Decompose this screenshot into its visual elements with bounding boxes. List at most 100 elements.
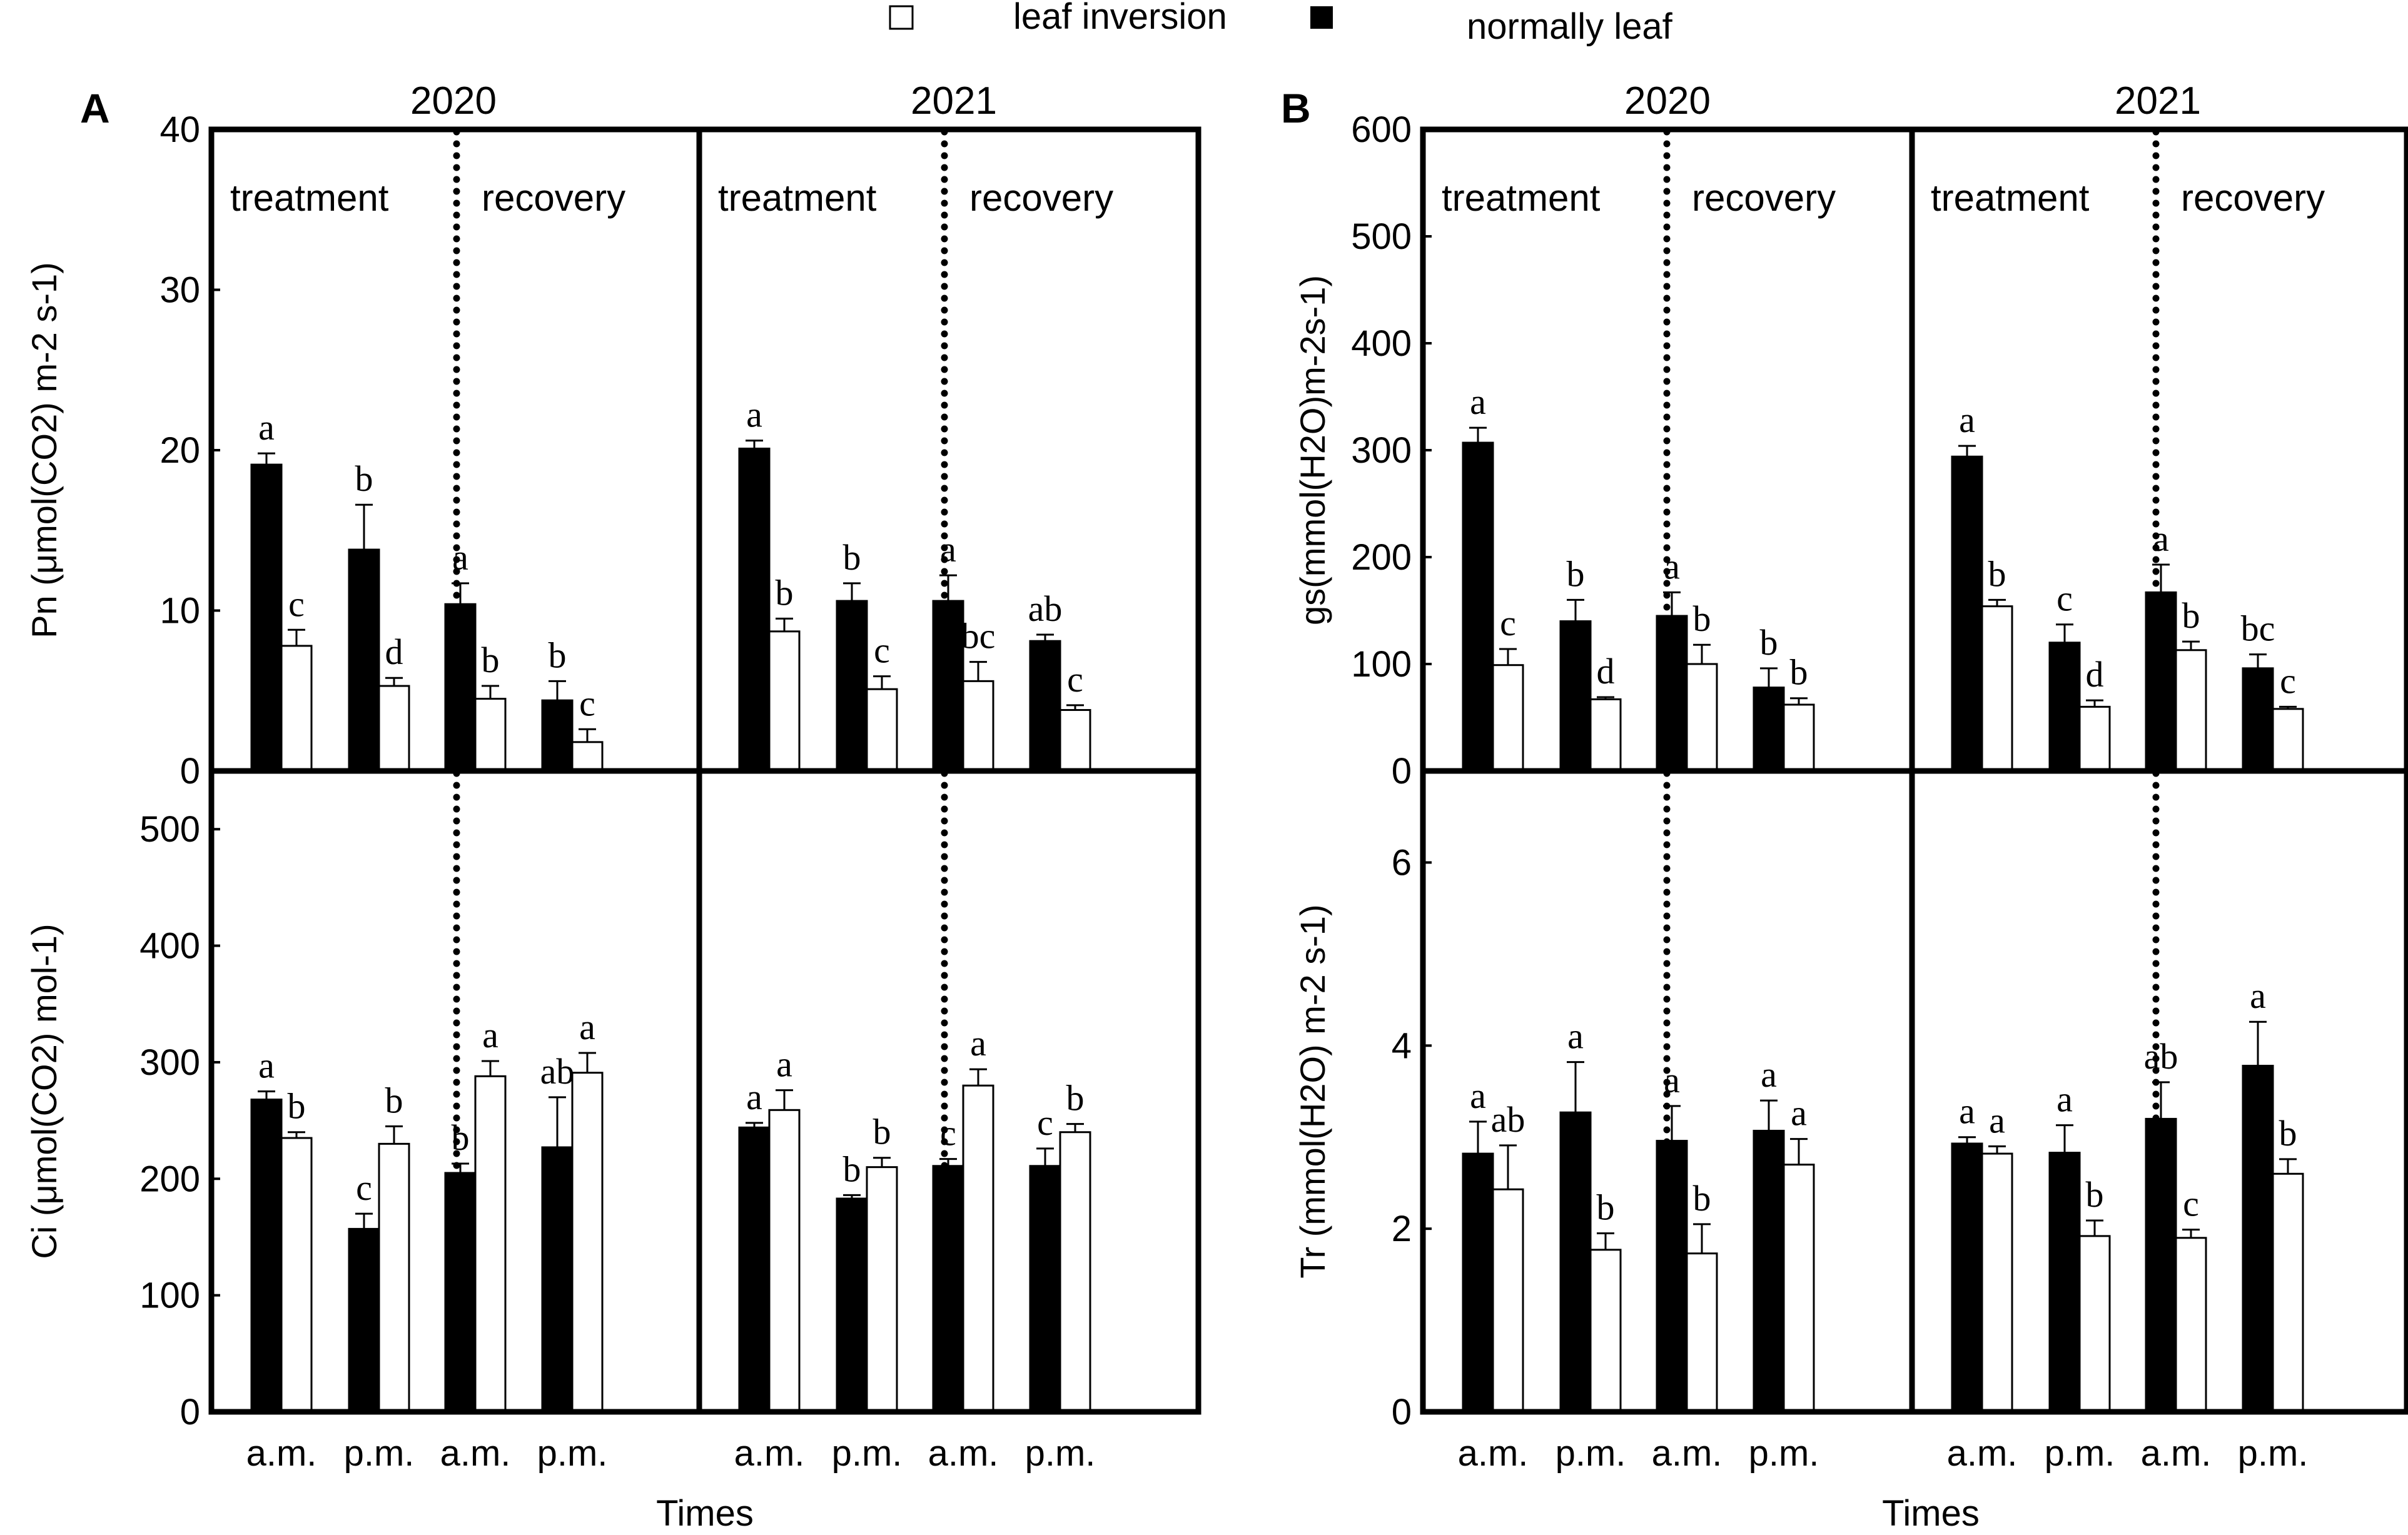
chart-a-bottom-normal-y2-0-letter: a <box>746 1077 762 1117</box>
chart-a-bottom-category-label-0-1: p.m. <box>344 1433 415 1474</box>
chart-a-top-normal-y2-2-bar <box>932 600 964 772</box>
panel-letter-a: A <box>80 85 110 131</box>
chart-b-bottom-normal-y2-0-bar <box>1951 1142 1983 1413</box>
chart-b-top-inversion-y2-2-letter: b <box>2182 595 2200 636</box>
chart-b-top-period-label-0-1: recovery <box>1692 177 1836 219</box>
legend-filled-swatch <box>1310 6 1333 29</box>
panel-letter-b: B <box>1281 85 1311 131</box>
chart-a-top-inversion-y2-3-letter: c <box>1067 659 1083 700</box>
chart-a-top-normal-y1-1-bar <box>348 548 380 772</box>
chart-b-bottom-normal-y1-1-bar <box>1559 1111 1592 1413</box>
chart-b-bottom-inversion-y2-3-letter: b <box>2279 1113 2297 1154</box>
chart-a-top-inversion-y1-3-letter: c <box>579 683 595 723</box>
chart-a-bottom-inversion-y1-0-letter: b <box>288 1086 306 1127</box>
chart-a-top-period-label-0-1: recovery <box>482 177 625 219</box>
chart-a-bottom-normal-y2-1-bar <box>836 1197 868 1413</box>
chart-b-bottom-category-label-1-2: a.m. <box>2141 1433 2212 1474</box>
chart-b-top-inversion-y1-2-letter: b <box>1693 598 1711 639</box>
chart-a-bottom-normal-y1-0-bar <box>250 1099 283 1413</box>
chart-b-top-inversion-y1-1-bar <box>1589 698 1622 772</box>
chart-b-top-inversion-y2-1-bar <box>2078 705 2111 772</box>
chart-a-bottom-normal-y1-1-bar <box>348 1227 380 1413</box>
chart-a-bottom-normal-y2-1-letter: b <box>843 1149 861 1189</box>
chart-a-bottom-normal-y1-3-bar <box>541 1146 574 1413</box>
chart-a-top-normal-y2-1-letter: b <box>843 537 861 578</box>
chart-a-bottom-category-label-0-3: p.m. <box>537 1433 608 1474</box>
chart-a-top-normal-y2-0-bar <box>738 447 771 772</box>
chart-b-top-inversion-y1-0-bar <box>1492 664 1524 772</box>
chart-b-top-y-axis-label: gs(mmol(H2O)m-2s-1) <box>1293 275 1332 625</box>
chart-b-bottom-inversion-y2-0-letter: a <box>1989 1100 2005 1140</box>
chart-a-bottom-normal-y2-3-bar <box>1029 1165 1061 1413</box>
panel-b-x-title: Times <box>1882 1493 1980 1534</box>
legend-open-label: leaf inversion <box>1013 0 1227 37</box>
chart-a-bottom-ytick-label-5: 500 <box>139 809 200 850</box>
chart-b-top-normal-y1-1-letter: b <box>1567 553 1585 594</box>
chart-a-bottom-inversion-y1-0-bar <box>280 1137 313 1413</box>
chart-a-top-inversion-y2-0-letter: b <box>776 572 794 613</box>
chart-a-top-normal-y1-3-letter: b <box>549 635 567 675</box>
chart-b-top-inversion-y1-3-letter: b <box>1790 652 1808 693</box>
chart-b-top-ytick-label-0: 0 <box>1392 751 1412 792</box>
chart-a-bottom-ytick-label-3: 300 <box>139 1042 200 1083</box>
chart-a-bottom-normal-y1-3-letter: ab <box>540 1051 575 1092</box>
chart-a-top-ytick-label-2: 20 <box>159 430 200 471</box>
chart-b-bottom-normal-y1-3-letter: a <box>1761 1054 1777 1095</box>
chart-a-bottom-category-label-0-0: a.m. <box>246 1433 317 1474</box>
chart-b-top-inversion-y1-1-letter: d <box>1597 651 1615 692</box>
chart-a-top-inversion-y1-1-letter: d <box>385 632 403 672</box>
chart-b-top-inversion-y2-0-bar <box>1981 605 2013 772</box>
panel-a-year-right: 2021 <box>911 79 997 123</box>
chart-a-top-period-label-1-1: recovery <box>969 177 1113 219</box>
chart-b-bottom-inversion-y1-3-bar <box>1783 1164 1815 1413</box>
chart-b-top-inversion-y2-1-letter: d <box>2086 654 2104 695</box>
chart-b-top-normal-y1-0-letter: a <box>1470 381 1486 422</box>
chart-b-top-normal-y2-3-bar <box>2242 667 2274 772</box>
chart-b-bottom-category-label-1-1: p.m. <box>2045 1433 2115 1474</box>
chart-b-bottom-normal-y2-2-letter: ab <box>2144 1036 2178 1077</box>
chart-a-top-ytick-label-1: 10 <box>159 591 200 632</box>
chart-a-bottom-inversion-y2-1-bar <box>866 1166 898 1413</box>
chart-b-top-period-label-0-0: treatment <box>1442 177 1601 219</box>
chart-a-bottom-normal-y2-2-bar <box>932 1165 964 1413</box>
chart-b-top-inversion-y2-0-letter: b <box>1988 553 2006 594</box>
chart-a-bottom-category-label-1-2: a.m. <box>928 1433 999 1474</box>
chart-a-bottom-category-label-1-3: p.m. <box>1025 1433 1096 1474</box>
chart-a-bottom-inversion-y2-3-bar <box>1059 1131 1091 1413</box>
chart-a-top-inversion-y2-1-letter: c <box>874 630 890 671</box>
chart-b-bottom-ytick-label-3: 6 <box>1392 842 1412 883</box>
chart-a-bottom-y-axis-label: Ci (μmol(CO2) mol-1) <box>24 924 64 1259</box>
chart-b-bottom-normal-y1-0-bar <box>1462 1152 1494 1413</box>
chart-b-top-normal-y2-2-bar <box>2145 591 2177 772</box>
chart-b-bottom-inversion-y1-2-bar <box>1686 1252 1718 1413</box>
chart-b-bottom-normal-y2-3-bar <box>2242 1065 2274 1413</box>
chart-b-top-normal-y1-3-bar <box>1753 687 1785 772</box>
chart-a-bottom-inversion-y1-1-letter: b <box>385 1080 403 1120</box>
chart-b-top-ytick-label-2: 200 <box>1351 537 1412 578</box>
chart-b-top-inversion-y2-3-letter: c <box>2280 660 2296 701</box>
chart-a-top-normal-y1-0-bar <box>250 463 283 772</box>
chart-a-bottom-category-label-0-2: a.m. <box>440 1433 511 1474</box>
chart-b-top-ytick-label-3: 300 <box>1351 430 1412 471</box>
chart-a-bottom-inversion-y2-3-letter: b <box>1066 1078 1085 1119</box>
chart-a-top-inversion-y1-3-bar <box>571 741 604 772</box>
chart-b-bottom-normal-y2-3-letter: a <box>2250 975 2266 1016</box>
chart-a-bottom-normal-y1-1-letter: c <box>356 1167 372 1208</box>
panel-a-x-title: Times <box>656 1493 754 1534</box>
chart-b-bottom-normal-y2-2-bar <box>2145 1117 2177 1413</box>
chart-a-bottom-inversion-y1-3-bar <box>571 1072 604 1413</box>
chart-a-bottom-category-label-1-0: a.m. <box>734 1433 805 1474</box>
chart-a-top-inversion-y1-0-letter: c <box>288 583 305 624</box>
chart-a-top-inversion-y1-2-letter: b <box>482 640 500 680</box>
chart-b-bottom-category-label-0-2: a.m. <box>1652 1433 1723 1474</box>
chart-a-bottom-normal-y2-3-letter: c <box>1037 1102 1053 1143</box>
chart-b-top: 0 100 200 300 400 500 600 gs(mmol(H2O)m-2s-1) a c… <box>1293 109 2325 792</box>
chart-a-top-normal-y1-1-letter: b <box>355 458 373 499</box>
chart-a-bottom-inversion-y2-1-letter: b <box>873 1112 891 1152</box>
chart-b-bottom-ytick-label-1: 2 <box>1392 1209 1412 1249</box>
chart-b-bottom-normal-y2-1-letter: a <box>2056 1079 2073 1120</box>
chart-b-bottom-ytick-label-2: 4 <box>1392 1025 1412 1066</box>
chart-a-bottom-inversion-y2-0-bar <box>768 1109 801 1413</box>
